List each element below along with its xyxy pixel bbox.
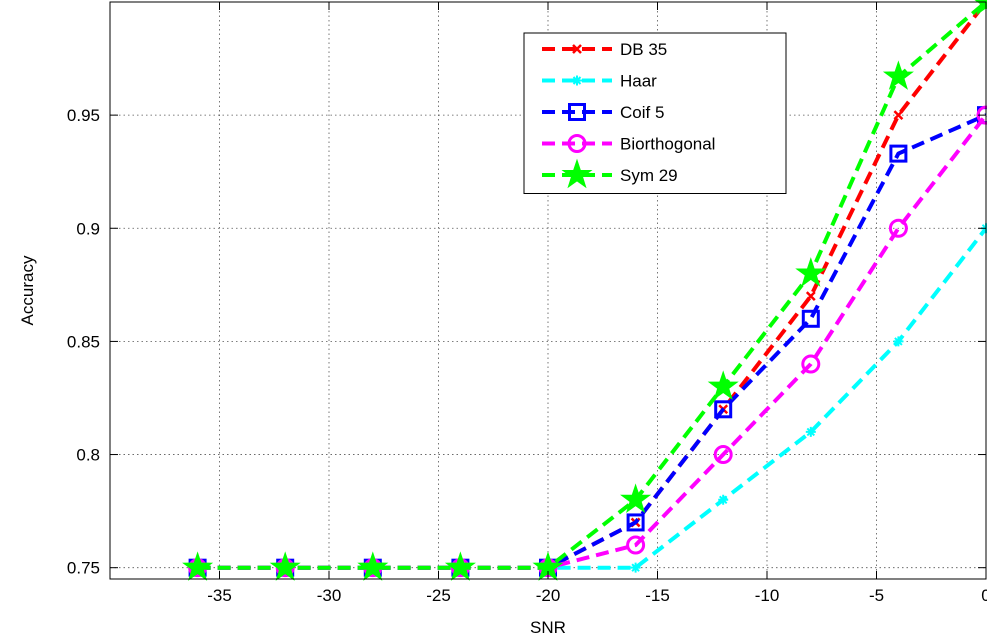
data-point-haar [718,494,729,505]
data-point-haar [805,426,816,437]
data-point-db-35 [893,110,904,121]
legend-marker-db-35 [572,44,582,54]
data-point-biorthogonal [713,445,733,465]
series-layer [182,0,987,581]
legend-label-haar: Haar [620,72,657,91]
legend-label-coif-5: Coif 5 [620,103,664,122]
data-point-haar [630,562,641,573]
legend-item-db-35: DB 35 [542,40,667,59]
x-tick-label: -5 [869,586,884,605]
x-tick-label: -25 [426,586,451,605]
y-tick-label: 0.9 [76,219,100,238]
x-axis-label: SNR [530,618,566,636]
data-point-biorthogonal [626,535,646,555]
legend-marker-sym-29 [561,158,593,189]
tick-layer: -35 -30 -25 -20 -15 -10 -5 0 0.75 0.8 0.85 0.9 0.95 [67,2,987,605]
x-tick-label: -30 [317,586,342,605]
y-tick-label: 0.75 [67,559,100,578]
x-tick-label: -20 [536,586,561,605]
legend-marker-haar [572,75,582,86]
data-point-biorthogonal [801,354,821,374]
data-point-sym-29 [707,370,739,400]
x-tick-label: 0 [981,586,987,605]
legend-label-sym-29: Sym 29 [620,166,678,185]
x-tick-label: -35 [207,586,232,605]
data-point-sym-29 [620,483,652,513]
legend-marker-coif-5 [568,103,586,121]
data-point-sym-29 [795,257,827,287]
data-point-sym-29 [182,551,214,581]
data-point-sym-29 [357,551,389,581]
data-point-coif-5 [801,309,820,328]
legend-item-biorthogonal: Biorthogonal [542,134,715,154]
data-point-db-35 [805,291,816,302]
data-point-sym-29 [444,551,476,581]
data-point-coif-5 [714,400,733,419]
y-tick-label: 0.8 [76,446,100,465]
series-sym-29 [182,0,987,581]
legend-item-sym-29: Sym 29 [542,158,678,189]
legend-item-coif-5: Coif 5 [542,103,664,122]
x-tick-label: -10 [755,586,780,605]
data-point-coif-5 [626,513,645,532]
data-point-sym-29 [269,551,301,581]
series-line-sym-29 [197,0,987,570]
y-tick-label: 0.85 [67,332,100,351]
legend: DB 35 Haar Coif 5 Biorthogonal Sym 29 [523,32,787,194]
data-point-haar [893,336,904,347]
legend-item-haar: Haar [542,72,657,91]
legend-label-biorthogonal: Biorthogonal [620,135,715,154]
legend-marker-biorthogonal [567,134,587,153]
x-tick-label: -15 [645,586,670,605]
data-point-coif-5 [889,144,908,163]
data-point-biorthogonal [888,218,908,238]
y-tick-label: 0.95 [67,106,100,125]
data-point-sym-29 [882,60,914,90]
y-axis-label: Accuracy [18,255,37,325]
legend-label-db-35: DB 35 [620,40,667,59]
